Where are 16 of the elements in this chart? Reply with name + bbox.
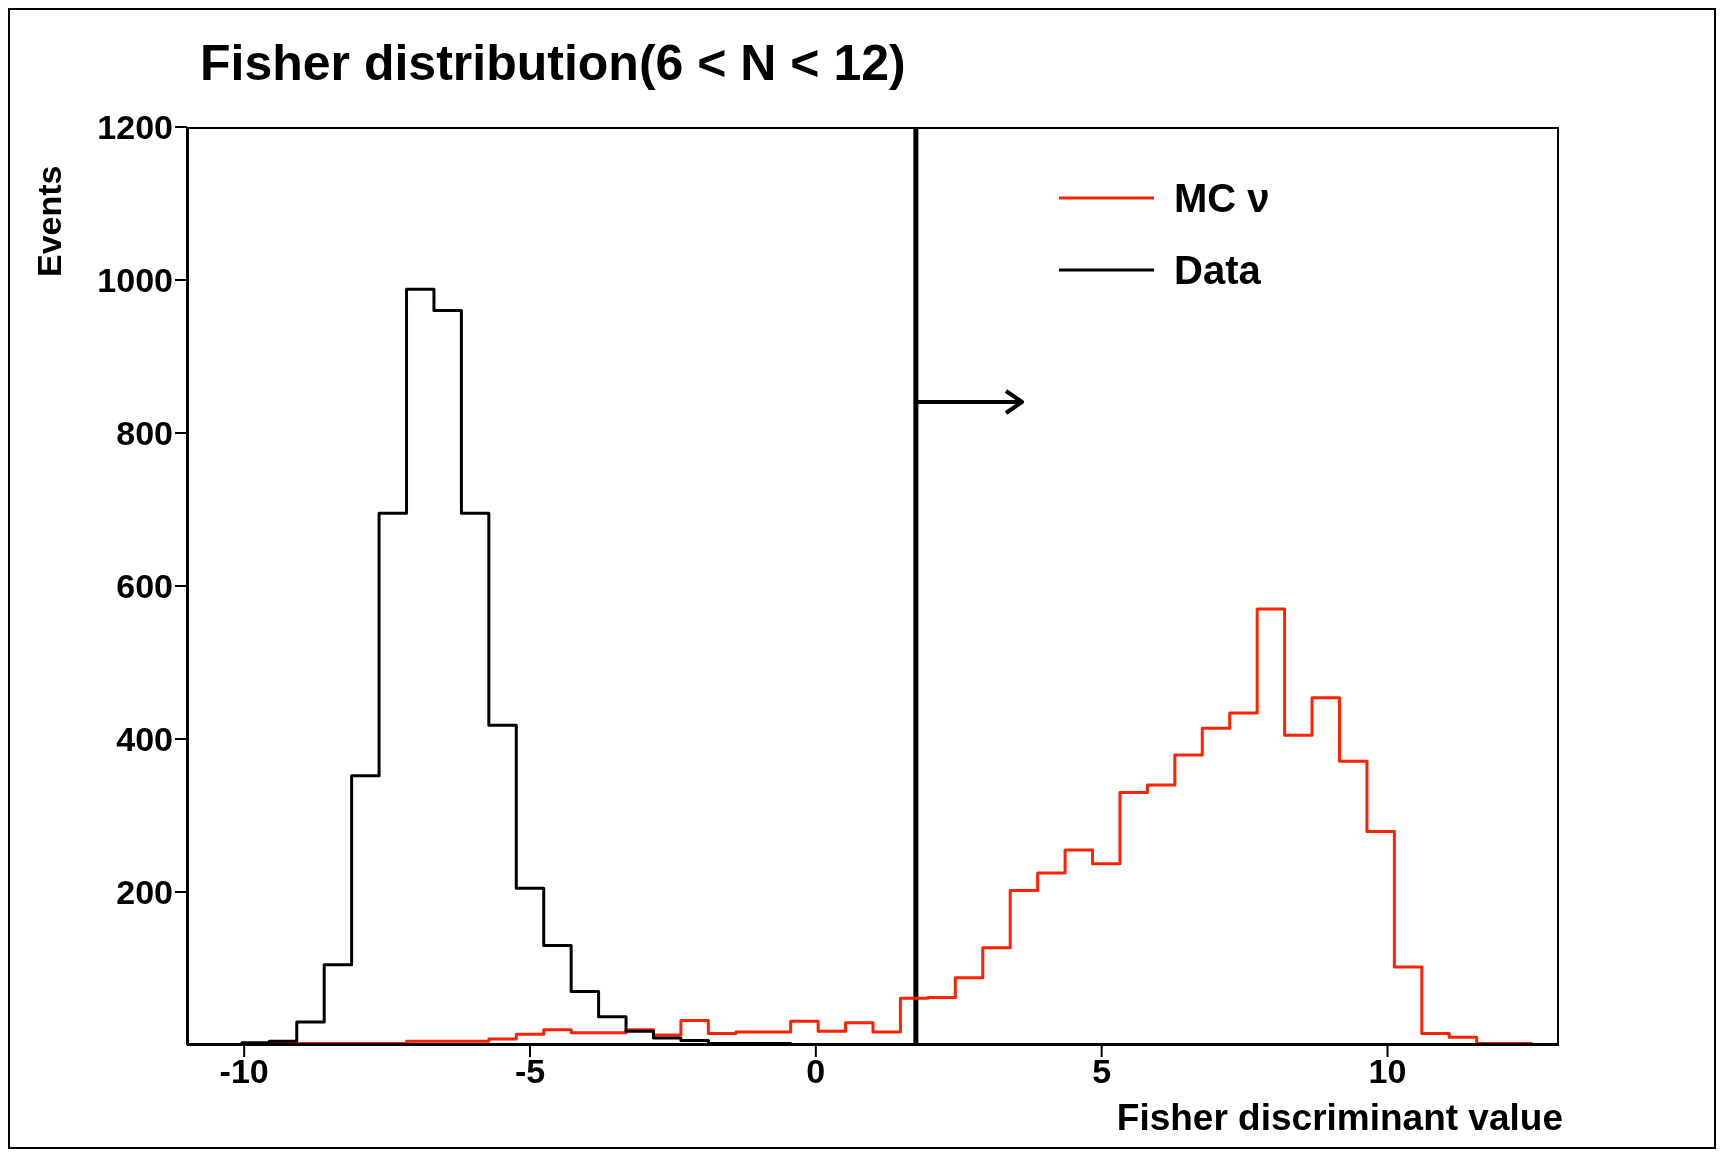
y-tick-label: 400 bbox=[116, 720, 173, 759]
y-tick-label: 800 bbox=[116, 414, 173, 453]
chart-title: Fisher distribution(6 < N < 12) bbox=[200, 34, 906, 92]
y-tick-label: 600 bbox=[116, 567, 173, 606]
legend-label: Data bbox=[1174, 247, 1261, 293]
x-tick-label: 5 bbox=[1092, 1052, 1112, 1091]
legend-label: MC ν bbox=[1174, 175, 1270, 221]
y-tick-label: 1000 bbox=[97, 261, 173, 300]
x-tick-label: -5 bbox=[514, 1052, 546, 1091]
y-tick-label: 1200 bbox=[97, 108, 173, 147]
y-axis-title: Events bbox=[30, 165, 69, 277]
x-axis-title: Fisher discriminant value bbox=[1116, 1097, 1563, 1139]
x-tick-label: -10 bbox=[219, 1052, 269, 1091]
x-tick-label: 10 bbox=[1368, 1052, 1407, 1091]
x-tick-label: 0 bbox=[806, 1052, 826, 1091]
y-tick-label: 200 bbox=[116, 873, 173, 912]
